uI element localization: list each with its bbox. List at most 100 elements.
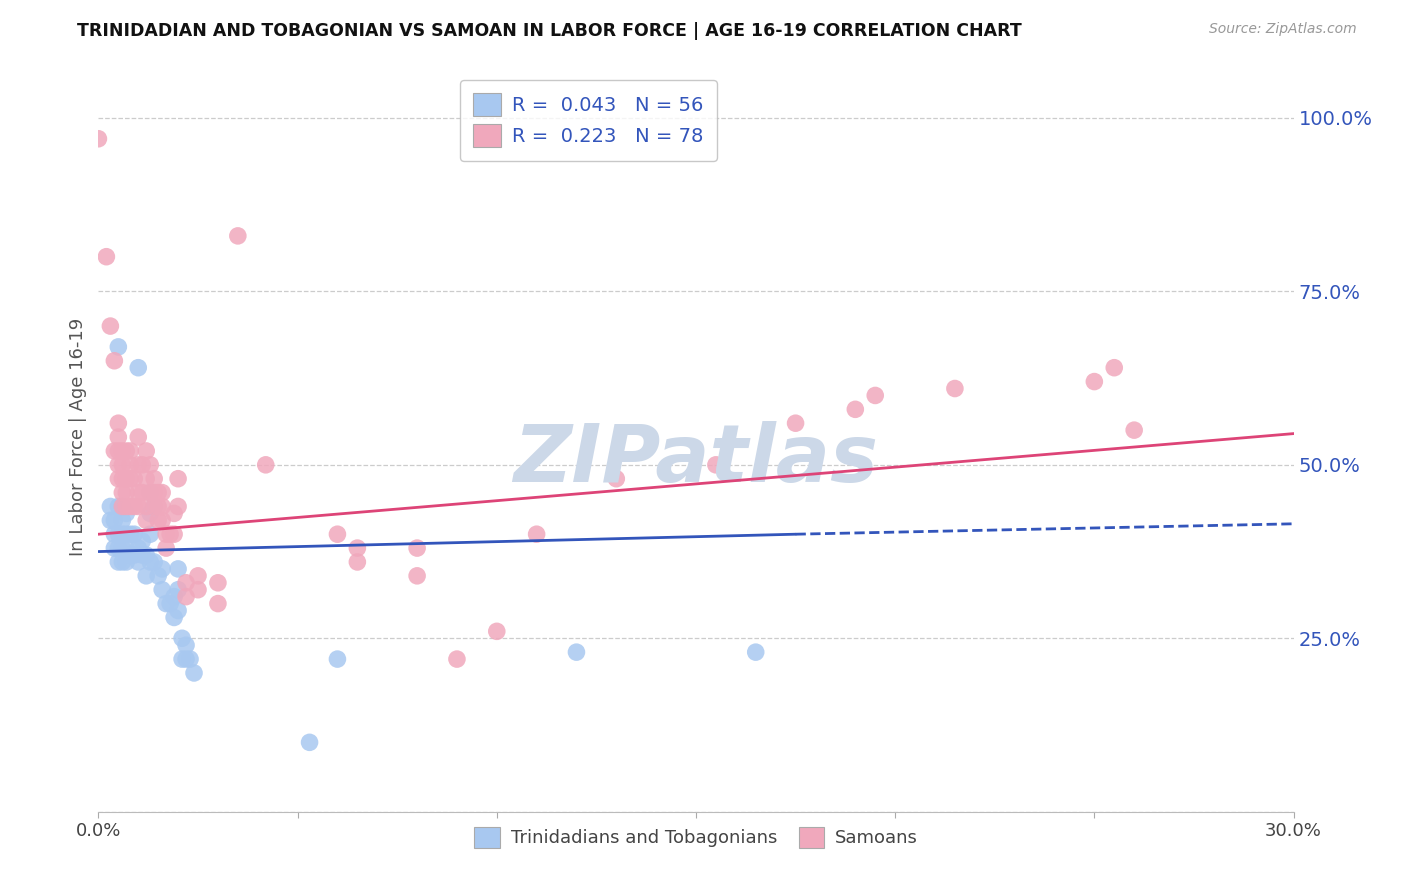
Point <box>131 548 153 562</box>
Point <box>207 575 229 590</box>
Point <box>148 569 170 583</box>
Point <box>298 735 321 749</box>
Point <box>1104 360 1126 375</box>
Point <box>120 527 142 541</box>
Point <box>120 444 142 458</box>
Point <box>87 132 110 146</box>
Point <box>131 485 153 500</box>
Point <box>139 458 162 472</box>
Point <box>131 534 153 549</box>
Point <box>1123 423 1146 437</box>
Point <box>346 541 368 555</box>
Point <box>745 645 768 659</box>
Point <box>115 444 138 458</box>
Point <box>143 500 166 514</box>
Point <box>111 444 134 458</box>
Point <box>131 458 153 472</box>
Point <box>111 527 134 541</box>
Point <box>135 513 157 527</box>
Point <box>143 555 166 569</box>
Point <box>127 458 149 472</box>
Point <box>167 500 190 514</box>
Point <box>163 610 186 624</box>
Point <box>148 485 170 500</box>
Point <box>127 541 149 555</box>
Point <box>111 555 134 569</box>
Point <box>124 500 146 514</box>
Point <box>103 513 125 527</box>
Point <box>150 500 173 514</box>
Point <box>111 500 134 514</box>
Point <box>174 638 197 652</box>
Point <box>135 548 157 562</box>
Point <box>120 458 142 472</box>
Point <box>103 527 125 541</box>
Point <box>111 485 134 500</box>
Point <box>179 652 201 666</box>
Point <box>785 416 807 430</box>
Point <box>207 597 229 611</box>
Point <box>115 507 138 521</box>
Point <box>139 555 162 569</box>
Point <box>127 485 149 500</box>
Point <box>107 541 129 555</box>
Point <box>111 541 134 555</box>
Point <box>183 665 205 680</box>
Point <box>143 485 166 500</box>
Point <box>163 507 186 521</box>
Point <box>172 632 194 646</box>
Point <box>120 500 142 514</box>
Point <box>155 597 177 611</box>
Point <box>120 548 142 562</box>
Point <box>155 541 177 555</box>
Point <box>124 548 146 562</box>
Point <box>111 513 134 527</box>
Point <box>103 353 125 368</box>
Point <box>135 569 157 583</box>
Point <box>127 360 149 375</box>
Legend: Trinidadians and Tobagonians, Samoans: Trinidadians and Tobagonians, Samoans <box>467 820 925 855</box>
Point <box>127 430 149 444</box>
Point <box>103 444 125 458</box>
Point <box>150 562 173 576</box>
Point <box>124 527 146 541</box>
Text: ZIPatlas: ZIPatlas <box>513 420 879 499</box>
Point <box>98 500 122 514</box>
Point <box>226 228 249 243</box>
Point <box>107 340 129 354</box>
Point <box>187 569 209 583</box>
Point <box>107 555 129 569</box>
Point <box>865 388 887 402</box>
Point <box>485 624 508 639</box>
Point <box>124 472 146 486</box>
Point <box>148 500 170 514</box>
Point <box>565 645 588 659</box>
Point <box>159 597 181 611</box>
Point <box>187 582 209 597</box>
Point <box>159 527 181 541</box>
Point <box>150 485 173 500</box>
Point <box>326 652 349 666</box>
Point <box>107 444 129 458</box>
Point <box>96 250 118 264</box>
Point <box>167 582 190 597</box>
Point <box>115 485 138 500</box>
Point <box>107 458 129 472</box>
Point <box>127 555 149 569</box>
Point <box>172 652 194 666</box>
Point <box>326 527 349 541</box>
Point <box>139 527 162 541</box>
Point <box>254 458 277 472</box>
Point <box>115 527 138 541</box>
Point <box>107 527 129 541</box>
Point <box>174 575 197 590</box>
Point <box>139 485 162 500</box>
Point <box>163 527 186 541</box>
Point <box>115 555 138 569</box>
Text: Source: ZipAtlas.com: Source: ZipAtlas.com <box>1209 22 1357 37</box>
Point <box>150 513 173 527</box>
Point <box>143 500 166 514</box>
Point <box>135 444 157 458</box>
Point <box>526 527 548 541</box>
Point <box>120 472 142 486</box>
